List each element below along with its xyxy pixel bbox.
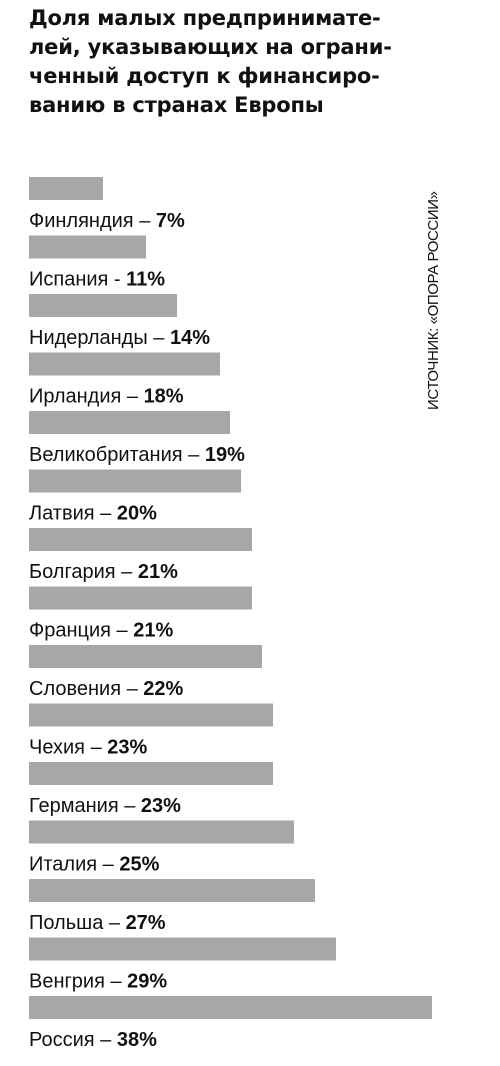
value-label: 21% (138, 561, 178, 583)
value-label: 23% (141, 795, 181, 817)
category-label: Финляндия – (29, 210, 156, 232)
bar-5 (29, 411, 230, 434)
bar-7 (29, 528, 252, 551)
bar-10 (29, 703, 273, 727)
bar-label-9: Словения – 22% (29, 678, 184, 700)
bar-13 (29, 879, 315, 902)
bar-label-4: Ирландия – 18% (29, 386, 184, 408)
value-label: 38% (117, 1029, 157, 1051)
bar-label-13: Польша – 27% (29, 912, 166, 934)
category-label: Германия – (29, 795, 141, 817)
bar-14 (29, 937, 336, 961)
category-label: Россия – (29, 1029, 117, 1051)
value-label: 18% (144, 386, 184, 408)
bar-label-5: Великобритания – 19% (29, 444, 245, 466)
bar-1 (29, 177, 103, 200)
bar-label-14: Венгрия – 29% (29, 971, 167, 993)
category-label: Болгария – (29, 561, 138, 583)
category-label: Нидерланды – (29, 327, 170, 349)
bar-label-15: Россия – 38% (29, 1029, 157, 1051)
bar-label-2: Испания - 11% (29, 269, 165, 291)
bar-label-10: Чехия – 23% (29, 737, 148, 759)
value-label: 11% (126, 269, 165, 291)
category-label: Словения – (29, 678, 143, 700)
bar-9 (29, 645, 262, 668)
bar-12 (29, 820, 294, 844)
value-label: 23% (107, 737, 147, 759)
bar-2 (29, 235, 146, 259)
bar-label-7: Болгария – 21% (29, 561, 178, 583)
value-label: 7% (156, 210, 185, 232)
bar-3 (29, 294, 177, 317)
value-label: 20% (117, 503, 157, 525)
chart-title: Доля малых предпринимате- лей, указывающ… (29, 6, 392, 117)
bar-8 (29, 586, 252, 610)
bar-label-3: Нидерланды – 14% (29, 327, 210, 349)
value-label: 14% (170, 327, 210, 349)
category-label: Латвия – (29, 503, 117, 525)
value-label: 19% (205, 444, 245, 466)
bar-label-11: Германия – 23% (29, 795, 181, 817)
category-label: Ирландия – (29, 386, 144, 408)
value-label: 21% (133, 620, 173, 642)
category-label: Польша – (29, 912, 126, 934)
value-label: 29% (127, 971, 167, 993)
bar-label-8: Франция – 21% (29, 620, 173, 642)
value-label: 25% (119, 854, 159, 876)
bar-4 (29, 352, 220, 376)
category-label: Франция – (29, 620, 133, 642)
bar-15 (29, 996, 432, 1019)
bar-11 (29, 762, 273, 785)
bar-label-6: Латвия – 20% (29, 503, 157, 525)
category-label: Чехия – (29, 737, 107, 759)
bar-6 (29, 469, 241, 493)
value-label: 22% (143, 678, 183, 700)
value-label: 27% (126, 912, 166, 934)
category-label: Венгрия – (29, 971, 127, 993)
bar-label-12: Италия – 25% (29, 854, 160, 876)
category-label: Великобритания – (29, 444, 205, 466)
bar-label-1: Финляндия – 7% (29, 210, 185, 232)
category-label: Италия – (29, 854, 119, 876)
category-label: Испания - (29, 269, 126, 291)
